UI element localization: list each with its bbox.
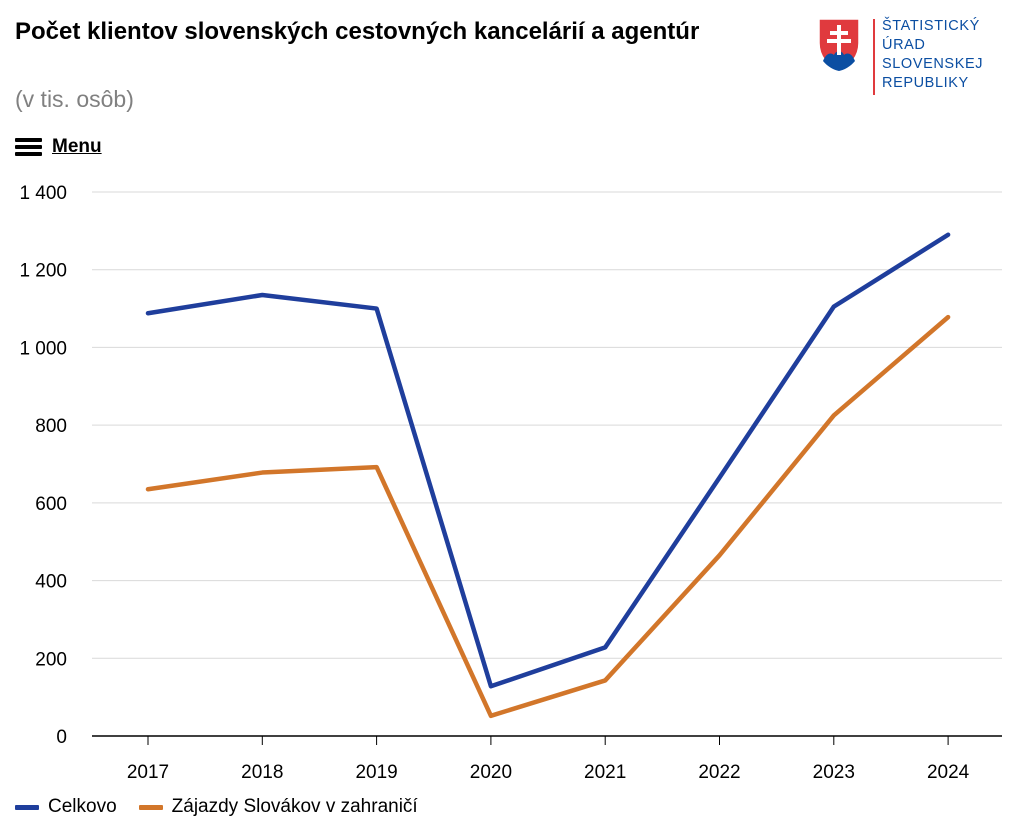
statistical-office-logo[interactable]: ŠTATISTICKÝ ÚRAD SLOVENSKEJ REPUBLIKY (816, 17, 1016, 97)
x-tick-label: 2018 (241, 762, 283, 783)
y-tick-label: 800 (35, 416, 67, 437)
x-tick-label: 2024 (927, 762, 970, 783)
y-tick-label: 0 (56, 727, 67, 748)
x-tick-label: 2020 (470, 762, 512, 783)
y-tick-label: 1 400 (19, 183, 67, 204)
menu-button[interactable]: Menu (15, 135, 102, 159)
hamburger-icon (15, 138, 42, 156)
legend-item-celkovo[interactable]: Celkovo (15, 796, 117, 818)
y-tick-label: 1 200 (19, 261, 67, 282)
logo-line: SLOVENSKEJ (882, 56, 984, 72)
legend-label: Zájazdy Slovákov v zahraničí (171, 796, 418, 817)
y-tick-label: 1 000 (19, 338, 67, 359)
legend-swatch (138, 804, 163, 810)
logo-divider (873, 19, 875, 95)
chart-title: Počet klientov slovenských cestovných ka… (15, 18, 700, 45)
y-tick-label: 400 (35, 572, 67, 593)
x-tick-label: 2023 (813, 762, 855, 783)
logo-line: ÚRAD (882, 37, 926, 53)
legend-label: Celkovo (48, 796, 117, 817)
line-chart: 0 200 400 600 800 1 000 1 200 1 400 2017 2018 2019… (19, 183, 1002, 783)
series-line-1 (145, 314, 951, 719)
logo-line: REPUBLIKY (882, 75, 969, 91)
y-tick-label: 600 (35, 494, 67, 515)
logo-line: ŠTATISTICKÝ (882, 18, 980, 34)
x-tick-label: 2017 (127, 762, 169, 783)
slovak-coat-of-arms-icon (818, 18, 860, 72)
menu-label: Menu (52, 136, 102, 157)
legend-swatch (15, 804, 39, 810)
x-tick-label: 2019 (355, 762, 397, 783)
logo-text: ŠTATISTICKÝ ÚRAD SLOVENSKEJ REPUBLIKY (882, 17, 983, 93)
x-tick-label: 2021 (584, 762, 626, 783)
chart-legend: Celkovo Zájazdy Slovákov v zahraničí (15, 792, 440, 822)
series-line-0 (145, 232, 951, 689)
chart-subtitle: (v tis. osôb) (15, 86, 134, 112)
x-tick-label: 2022 (698, 762, 740, 783)
legend-item-zajazdy[interactable]: Zájazdy Slovákov v zahraničí (138, 796, 418, 818)
y-tick-label: 200 (35, 649, 67, 670)
